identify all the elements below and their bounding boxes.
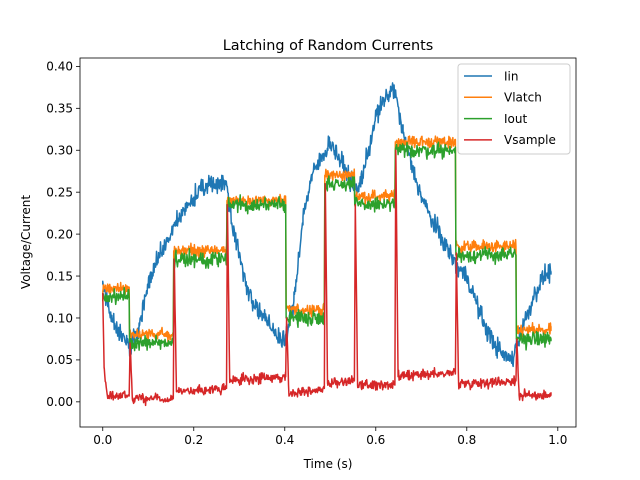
- y-tick-label: 0.25: [46, 185, 73, 199]
- y-tick-label: 0.40: [46, 60, 73, 74]
- axes-frame: [79, 57, 577, 428]
- x-tick-label: 0.8: [457, 433, 476, 447]
- y-tick-label: 0.20: [46, 227, 73, 241]
- y-axis: 0.00 0.05 0.10 0.15 0.20 0.25 0.30 0.35 0.40: [46, 60, 80, 409]
- legend-label-iout: Iout: [504, 112, 527, 126]
- y-tick-label: 0.15: [46, 269, 73, 283]
- chart-title: Latching of Random Currents: [223, 38, 433, 54]
- x-axis: 0.0 0.2 0.4 0.6 0.8 1.0: [93, 427, 567, 447]
- y-tick-label: 0.10: [46, 311, 73, 325]
- x-axis-label: Time (s): [303, 457, 353, 471]
- series-line-vsample: [102, 149, 552, 407]
- y-axis-label: Voltage/Current: [19, 195, 33, 289]
- legend-label-vlatch: Vlatch: [504, 91, 542, 105]
- legend-box: [457, 63, 571, 155]
- x-tick-label: 0.6: [366, 433, 385, 447]
- legend-label-iin: Iin: [504, 69, 518, 83]
- legend-label-vsample: Vsample: [504, 133, 556, 147]
- x-tick-label: 0.2: [184, 433, 203, 447]
- plot-area: [102, 82, 552, 407]
- series-line-iout: [102, 141, 552, 352]
- y-tick-label: 0.05: [46, 353, 73, 367]
- x-tick-label: 0.4: [275, 433, 294, 447]
- legend: Iin Vlatch Iout Vsample: [457, 63, 571, 155]
- y-tick-label: 0.30: [46, 144, 73, 158]
- y-tick-label: 0.00: [46, 395, 73, 409]
- x-tick-label: 0.0: [93, 433, 112, 447]
- series-line-iin: [102, 82, 552, 368]
- x-tick-label: 1.0: [548, 433, 567, 447]
- y-tick-label: 0.35: [46, 102, 73, 116]
